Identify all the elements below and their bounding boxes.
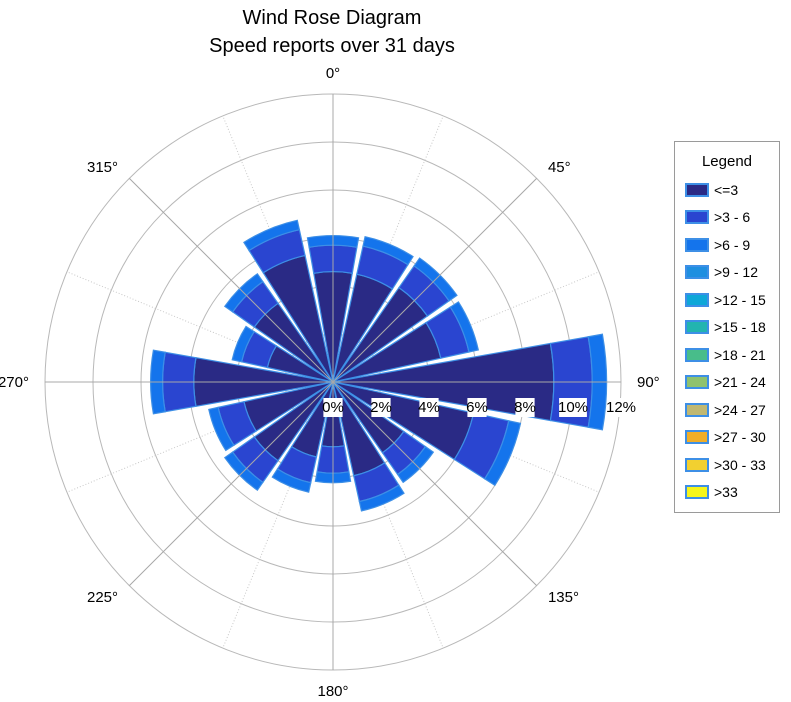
- legend-item: >30 - 33: [675, 451, 779, 479]
- legend-item: >12 - 15: [675, 286, 779, 314]
- direction-label: 45°: [548, 159, 571, 176]
- radial-tick-label: 0%: [322, 399, 344, 416]
- major-spoke: [332, 177, 538, 383]
- petal-segment: [231, 325, 255, 363]
- legend-item: >33: [675, 479, 779, 507]
- legend-label: >3 - 6: [714, 209, 751, 226]
- major-spoke: [128, 177, 334, 383]
- petal-segment: [271, 468, 312, 493]
- legend-swatch: [685, 430, 709, 445]
- legend-label: >27 - 30: [714, 429, 766, 446]
- radial-tick-label-bg: [419, 398, 439, 417]
- petal-segment: [362, 235, 414, 266]
- chart-subtitle-line: Speed reports over 31 days: [209, 35, 455, 57]
- legend-label: <=3: [714, 181, 739, 198]
- direction-labels: 0° 45° 90° 135° 180° 225° 270° 315°: [0, 65, 660, 700]
- radial-tick-label: 2%: [370, 399, 392, 416]
- direction-label: 180°: [317, 683, 348, 700]
- direction-label: 135°: [548, 589, 579, 606]
- legend-label: >15 - 18: [714, 319, 766, 336]
- direction-label: 90°: [637, 374, 660, 391]
- chart-title-line: Wind Rose Diagram: [242, 7, 422, 29]
- legend-item: >18 - 21: [675, 341, 779, 369]
- legend-item: >3 - 6: [675, 204, 779, 232]
- legend-swatch: [685, 375, 709, 390]
- legend-swatch: [685, 320, 709, 335]
- radial-tick-label-bg: [467, 398, 487, 417]
- direction-label: 225°: [87, 589, 118, 606]
- legend-item: >24 - 27: [675, 396, 779, 424]
- legend-swatch: [685, 182, 709, 197]
- legend-label: >21 - 24: [714, 374, 766, 391]
- legend-item: <=3: [675, 176, 779, 204]
- radial-tick-label-bg: [371, 398, 391, 417]
- radial-tick-label: 4%: [418, 399, 440, 416]
- legend-item: >15 - 18: [675, 314, 779, 342]
- radial-tick-label-bg: [515, 398, 535, 417]
- legend-label: >6 - 9: [714, 236, 751, 253]
- petal-segment: [243, 219, 301, 252]
- wind-rose-plot: 0° 45° 90° 135° 180° 225° 270° 315° 0% 2% 4% 6% 8% 1…: [0, 65, 660, 700]
- legend-label: >9 - 12: [714, 264, 758, 281]
- major-spoke: [332, 381, 538, 587]
- chart-title: Wind Rose Diagram Speed reports over 31 …: [0, 4, 664, 60]
- legend-item: >21 - 24: [675, 369, 779, 397]
- legend-swatch: [685, 457, 709, 472]
- legend-swatch: [685, 347, 709, 362]
- legend-swatch: [685, 237, 709, 252]
- legend-label: >18 - 21: [714, 346, 766, 363]
- polar-spokes: [45, 94, 621, 670]
- radial-tick-label: 12%: [606, 399, 636, 416]
- petal-segment: [449, 301, 480, 353]
- legend-label: >12 - 15: [714, 291, 766, 308]
- radial-tick-label: 10%: [558, 399, 588, 416]
- major-spoke: [128, 381, 334, 587]
- legend-items: <=3 >3 - 6 >6 - 9 >9 - 12 >12 - 15 >15 - 18 >1…: [675, 176, 779, 506]
- radial-tick-label-bg: [559, 398, 587, 417]
- legend-item: >6 - 9: [675, 231, 779, 259]
- legend-item: >9 - 12: [675, 259, 779, 287]
- legend-label: >33: [714, 484, 738, 501]
- radial-tick-label: 8%: [514, 399, 536, 416]
- petal-segment: [358, 484, 405, 512]
- legend-item: >27 - 30: [675, 424, 779, 452]
- direction-label: 315°: [87, 159, 118, 176]
- legend-swatch: [685, 292, 709, 307]
- direction-label: 270°: [0, 374, 29, 391]
- legend-swatch: [685, 210, 709, 225]
- legend-label: >30 - 33: [714, 456, 766, 473]
- legend: Legend <=3 >3 - 6 >6 - 9 >9 - 12 >12 - 15 >15…: [674, 141, 780, 513]
- petal-segment: [208, 406, 235, 452]
- legend-swatch: [685, 485, 709, 500]
- radial-tick-labels: 0% 2% 4% 6% 8% 10% 12%: [322, 398, 636, 417]
- petal-segment: [483, 420, 522, 487]
- legend-swatch: [685, 265, 709, 280]
- legend-swatch: [685, 402, 709, 417]
- direction-label: 0°: [326, 65, 340, 82]
- radial-tick-label-bg: [323, 398, 343, 417]
- legend-label: >24 - 27: [714, 401, 766, 418]
- radial-tick-label-bg: [607, 398, 635, 417]
- legend-title: Legend: [701, 153, 753, 170]
- radial-tick-label: 6%: [466, 399, 488, 416]
